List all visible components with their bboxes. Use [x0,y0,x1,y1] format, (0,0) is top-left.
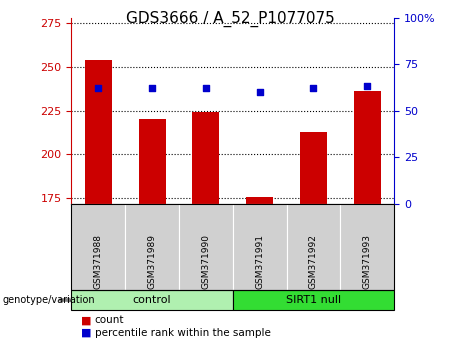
Text: count: count [95,315,124,325]
Point [95,85,102,91]
Point [256,89,263,95]
Text: SIRT1 null: SIRT1 null [286,295,341,305]
Bar [246,198,273,204]
Text: GSM371989: GSM371989 [148,234,157,289]
Bar [85,60,112,204]
Text: GSM371991: GSM371991 [255,234,264,289]
Bar [139,119,165,204]
Point [310,85,317,91]
Text: ■: ■ [81,315,91,325]
Point [202,85,210,91]
Text: GSM371988: GSM371988 [94,234,103,289]
Bar [300,132,327,204]
Text: percentile rank within the sample: percentile rank within the sample [95,328,271,338]
Bar [354,91,381,204]
Text: GSM371992: GSM371992 [309,234,318,289]
Bar [193,112,219,204]
Text: GSM371990: GSM371990 [201,234,210,289]
Text: GDS3666 / A_52_P1077075: GDS3666 / A_52_P1077075 [126,11,335,27]
Point [148,85,156,91]
Text: ■: ■ [81,328,91,338]
Point [364,84,371,89]
Text: GSM371993: GSM371993 [363,234,372,289]
Text: control: control [133,295,171,305]
Text: genotype/variation: genotype/variation [2,295,95,305]
